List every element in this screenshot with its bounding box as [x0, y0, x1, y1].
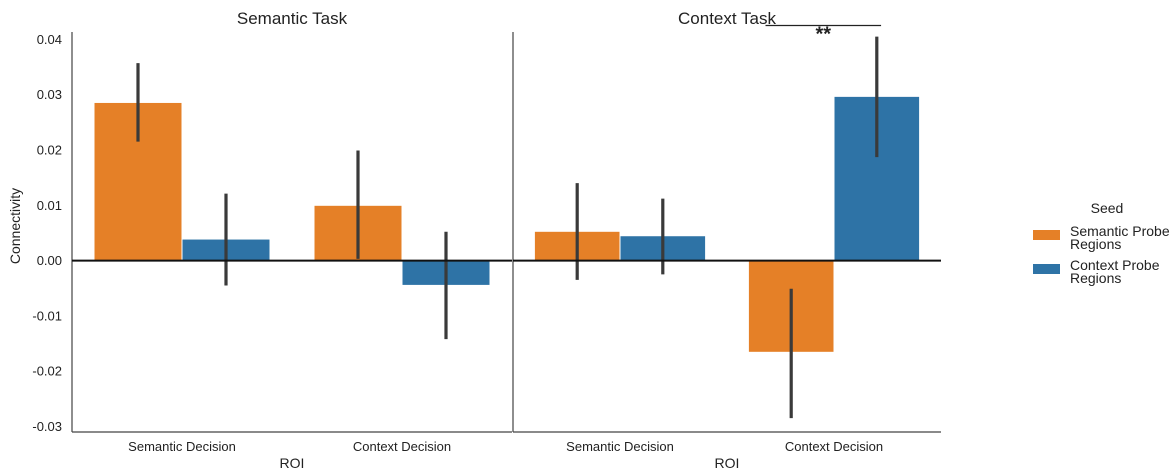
legend-swatch	[1033, 230, 1060, 240]
legend-label: Regions	[1070, 270, 1121, 286]
y-tick-label: 0.00	[37, 253, 62, 268]
y-tick-label: 0.03	[37, 87, 62, 102]
y-tick-label: -0.03	[32, 419, 62, 434]
x-axis-label: ROI	[280, 455, 305, 471]
panel-title: Semantic Task	[237, 9, 348, 28]
x-tick-label: Context Decision	[353, 439, 451, 454]
legend-label: Regions	[1070, 236, 1121, 252]
x-axis-label: ROI	[715, 455, 740, 471]
y-tick-label: 0.04	[37, 32, 62, 47]
legend-label: Context Probe	[1070, 257, 1160, 273]
y-axis-label: Connectivity	[7, 188, 23, 264]
x-tick-label: Context Decision	[785, 439, 883, 454]
legend-label: Semantic Probe	[1070, 223, 1170, 239]
legend-title: Seed	[1091, 200, 1124, 216]
y-tick-label: -0.02	[32, 364, 62, 379]
y-tick-label: -0.01	[32, 308, 62, 323]
y-tick-label: 0.02	[37, 142, 62, 157]
y-tick-label: 0.01	[37, 198, 62, 213]
x-tick-label: Semantic Decision	[566, 439, 674, 454]
x-tick-label: Semantic Decision	[128, 439, 236, 454]
legend-swatch	[1033, 264, 1060, 274]
significance-stars: **	[816, 24, 832, 46]
panel-title: Context Task	[678, 9, 776, 28]
